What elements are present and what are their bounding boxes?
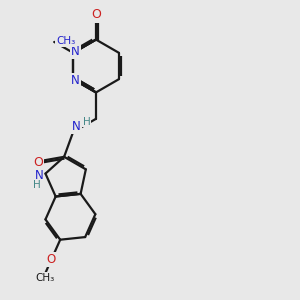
- Text: N: N: [71, 45, 80, 58]
- Text: N: N: [72, 120, 81, 133]
- Text: O: O: [33, 156, 43, 169]
- Text: CH₃: CH₃: [56, 36, 76, 46]
- Text: N: N: [34, 169, 43, 182]
- Text: O: O: [91, 8, 101, 22]
- Text: N: N: [71, 74, 80, 87]
- Text: CH₃: CH₃: [35, 273, 54, 283]
- Text: H: H: [83, 116, 91, 127]
- Text: O: O: [47, 253, 56, 266]
- Text: H: H: [33, 180, 41, 190]
